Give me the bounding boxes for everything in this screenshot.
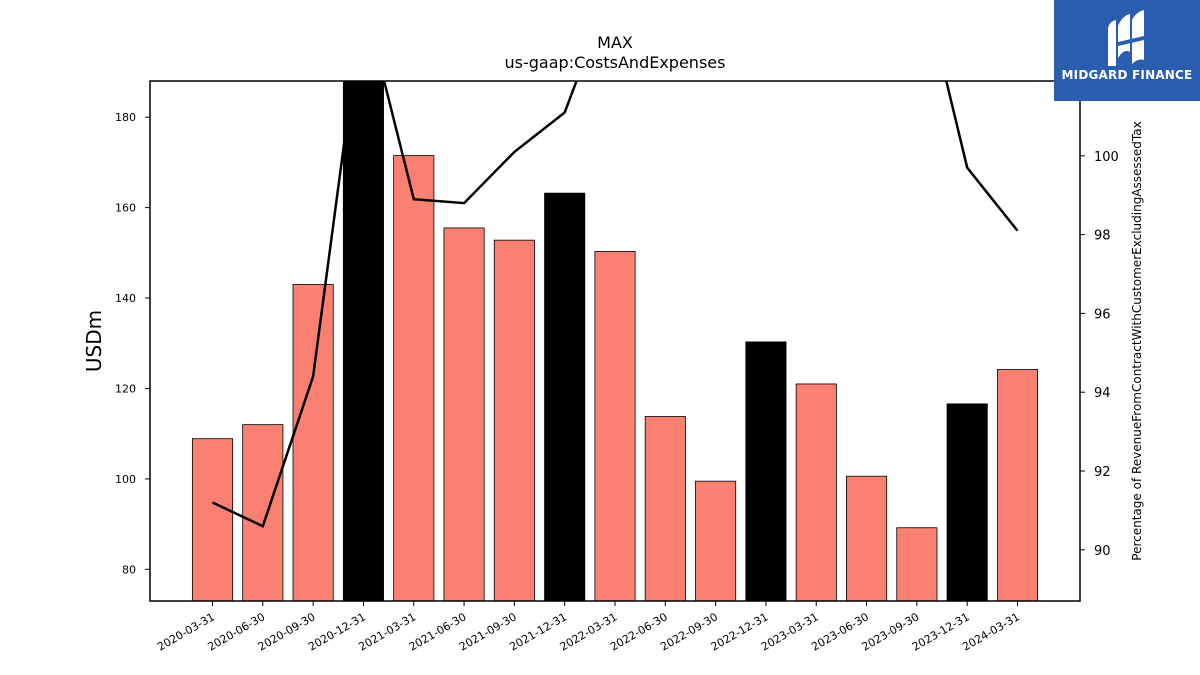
bar-2024-03-31 — [996, 369, 1039, 601]
chart-subtitle: us-gaap:CostsAndExpenses — [505, 53, 726, 72]
bar-2023-12-31 — [946, 403, 988, 601]
x-tick-label: 2024-03-31 — [960, 610, 1022, 653]
y-tick-label: 120 — [115, 382, 136, 395]
bar-2022-12-31 — [745, 341, 787, 601]
x-axis: 2020-03-312020-06-302020-09-302020-12-31… — [155, 601, 1022, 654]
y2-tick-label: 96 — [1094, 307, 1111, 322]
percentage-line — [211, 81, 1019, 528]
y-tick-label: 180 — [115, 111, 136, 124]
line-series — [211, 81, 1019, 528]
y-axis-right: 90 92 94 96 98 100 — [1080, 150, 1119, 559]
bar-2021-03-31 — [393, 155, 435, 601]
bar-2021-09-30 — [493, 239, 535, 601]
y-axis-left: 80 100 120 140 160 180 — [115, 111, 150, 576]
y2-axis-label: Percentage of RevenueFromContractWithCus… — [1130, 121, 1144, 560]
bar-2023-06-30 — [846, 475, 888, 601]
y-tick-label: 160 — [115, 202, 136, 215]
bar-2021-06-30 — [443, 227, 485, 601]
y-tick-label: 140 — [115, 292, 136, 305]
y2-tick-label: 98 — [1094, 229, 1111, 244]
y2-tick-label: 94 — [1094, 386, 1111, 401]
bar-2023-03-31 — [795, 383, 837, 601]
bar-2020-09-30 — [292, 284, 334, 601]
bar-2023-09-30 — [896, 527, 938, 601]
bar-2022-09-30 — [695, 480, 737, 601]
y-axis-label: USDm — [82, 310, 106, 372]
bar-2022-06-30 — [644, 416, 686, 601]
logo-text: MIDGARD FINANCE — [1061, 68, 1193, 82]
chart-title: MAX — [597, 33, 633, 52]
y2-tick-label: 92 — [1094, 465, 1111, 480]
bar-2020-03-31 — [191, 438, 234, 601]
bar-series — [191, 81, 1039, 601]
bar-2020-12-31 — [342, 81, 384, 601]
y-tick-label: 80 — [122, 563, 136, 576]
bar-2020-06-30 — [242, 424, 284, 601]
y2-tick-label: 100 — [1094, 150, 1119, 165]
y-tick-label: 100 — [115, 473, 136, 486]
bar-2021-12-31 — [544, 192, 586, 601]
y2-tick-label: 90 — [1094, 544, 1111, 559]
midgard-logo-icon — [1108, 10, 1144, 66]
bar-2022-03-31 — [594, 251, 636, 601]
midgard-finance-logo: MIDGARD FINANCE — [1054, 0, 1200, 101]
